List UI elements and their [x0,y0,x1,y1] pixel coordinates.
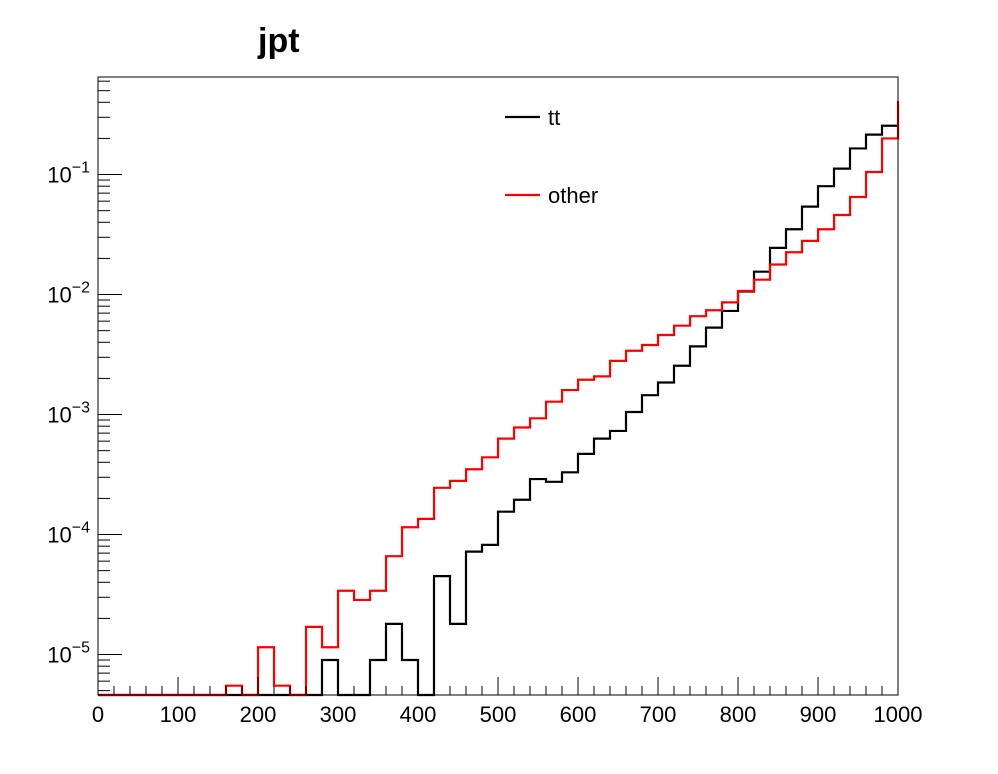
axis-ticks: 0 100 200 300 400 500 600 700 800 900 1000 10−5 10−4… [47,80,923,727]
x-tick-label: 1000 [874,702,923,727]
x-tick-label: 300 [320,702,357,727]
y-tick-label: 10−5 [47,640,90,668]
series-layer [98,101,900,697]
x-tick-label: 600 [560,702,597,727]
legend-label-tt: tt [548,105,560,130]
series-line-tt [98,124,898,697]
x-tick-label: 700 [640,702,677,727]
y-tick-label: 10−3 [47,400,90,428]
x-tick-label: 400 [400,702,437,727]
y-tick-label: 10−2 [47,280,90,308]
x-tick-label: 200 [240,702,277,727]
x-tick-label: 500 [480,702,517,727]
y-tick-label: 10−4 [47,520,90,548]
y-tick-label: 10−1 [47,160,90,188]
x-tick-label: 100 [160,702,197,727]
x-tick-label: 900 [800,702,837,727]
legend: tt other [505,105,598,208]
plot-frame [97,76,899,696]
series-line-other [98,101,900,697]
legend-label-other: other [548,183,598,208]
x-tick-label: 0 [92,702,104,727]
chart-title: jpt [258,22,300,60]
x-tick-label: 800 [720,702,757,727]
